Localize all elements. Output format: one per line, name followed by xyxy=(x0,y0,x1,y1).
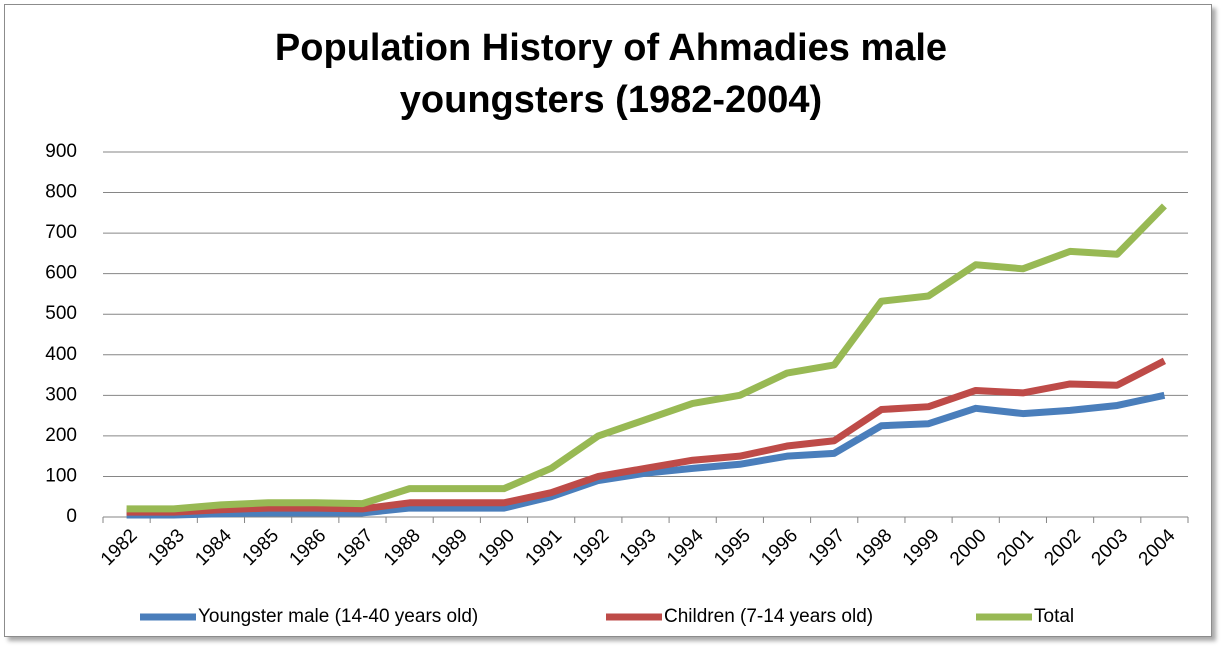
series-line xyxy=(126,391,1166,519)
legend-label: Youngster male (14-40 years old) xyxy=(198,606,478,627)
x-tick-label: 2000 xyxy=(946,525,991,570)
x-tick-label: 1985 xyxy=(238,525,283,570)
y-tick-label: 400 xyxy=(45,344,77,365)
x-tick-label: 1984 xyxy=(191,525,236,570)
x-tick-label: 1993 xyxy=(616,525,661,570)
x-tick-label: 2003 xyxy=(1088,525,1133,570)
x-tick-label: 1983 xyxy=(144,525,189,570)
x-tick-label: 1990 xyxy=(474,525,519,570)
x-tick-label: 1995 xyxy=(710,525,755,570)
y-tick-label: 100 xyxy=(45,465,77,486)
x-tick-label: 2004 xyxy=(1135,525,1180,570)
y-tick-label: 700 xyxy=(45,222,77,243)
x-tick-label: 1986 xyxy=(286,525,331,570)
y-tick-label: 900 xyxy=(45,141,77,162)
y-tick-label: 800 xyxy=(45,182,77,203)
y-tick-label: 200 xyxy=(45,425,77,446)
x-tick-label: 2002 xyxy=(1040,525,1085,570)
x-tick-label: 1992 xyxy=(569,525,614,570)
y-tick-label: 600 xyxy=(45,263,77,284)
y-tick-label: 0 xyxy=(66,506,77,527)
x-tick-label: 1989 xyxy=(427,525,472,570)
x-tick-label: 1982 xyxy=(97,525,142,570)
x-tick-label: 2001 xyxy=(993,525,1038,570)
series-line xyxy=(126,357,1167,516)
chart-title: Population History of Ahmadies male youn… xyxy=(274,27,948,121)
series-line xyxy=(126,203,1167,513)
y-tick-label: 500 xyxy=(45,303,77,324)
x-tick-label: 1994 xyxy=(663,525,708,570)
x-tick-label: 1999 xyxy=(899,525,944,570)
y-tick-label: 300 xyxy=(45,384,77,405)
x-tick-label: 1991 xyxy=(521,525,566,570)
x-tick-label: 1996 xyxy=(757,525,802,570)
legend-label: Total xyxy=(1034,606,1074,627)
x-tick-label: 1987 xyxy=(333,525,378,570)
chart-frame xyxy=(4,4,1212,637)
legend-label: Children (7-14 years old) xyxy=(664,606,873,627)
x-tick-label: 1998 xyxy=(852,525,897,570)
x-tick-label: 1988 xyxy=(380,525,425,570)
x-tick-label: 1997 xyxy=(805,525,850,570)
